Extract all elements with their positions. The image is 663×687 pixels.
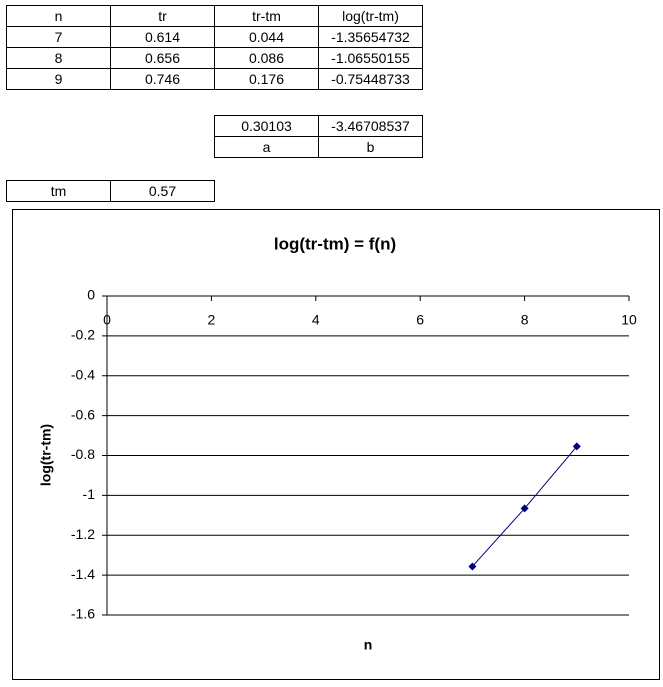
marker: [468, 562, 477, 571]
y-tick-label: 0: [87, 287, 95, 303]
y-tick-label: -1.6: [71, 606, 95, 622]
y-tick-label: -1.2: [71, 526, 95, 542]
cell: 0.176: [214, 68, 319, 90]
y-tick-label: -0.6: [71, 406, 95, 422]
cell: tm: [6, 180, 111, 202]
cell: 0.30103: [214, 115, 319, 137]
cell: 0.656: [110, 47, 215, 69]
marker: [572, 442, 581, 451]
x-tick-label: 8: [521, 312, 529, 328]
cell: b: [318, 136, 423, 158]
x-tick-label: 10: [621, 312, 637, 328]
chart-area: [12, 209, 660, 680]
y-tick-label: -1.4: [71, 566, 95, 582]
tm-table: tm 0.57: [6, 180, 215, 202]
cell: -0.75448733: [318, 68, 423, 90]
y-tick-label: -0.8: [71, 446, 95, 462]
header-cell: log(tr-tm): [318, 5, 423, 27]
cell: 0.57: [110, 180, 215, 202]
marker: [520, 504, 529, 513]
x-tick-label: 2: [208, 312, 216, 328]
cell: 0.746: [110, 68, 215, 90]
y-tick-label: -0.2: [71, 327, 95, 343]
data-table: n tr tr-tm log(tr-tm) 7 0.614 0.044 -1.3565473…: [6, 5, 423, 90]
x-tick-label: 4: [312, 312, 320, 328]
cell: -3.46708537: [318, 115, 423, 137]
chart-title: log(tr-tm) = f(n): [274, 234, 396, 253]
x-tick-label: 6: [416, 312, 424, 328]
header-cell: tr-tm: [214, 5, 319, 27]
y-tick-label: -1: [83, 486, 96, 502]
x-axis-title: n: [364, 637, 373, 653]
y-tick-label: -0.4: [71, 366, 95, 382]
cell: 9: [6, 68, 111, 90]
y-axis-title: log(tr-tm): [38, 424, 54, 486]
